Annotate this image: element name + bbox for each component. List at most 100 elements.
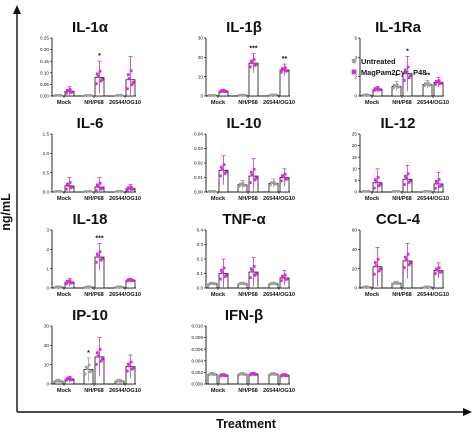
data-point — [407, 76, 411, 79]
y-tick-label: 1 — [46, 266, 49, 271]
significance-marker: * — [406, 48, 409, 55]
data-point — [84, 365, 88, 369]
data-point — [241, 181, 245, 185]
panel-title: IL-10 — [226, 115, 261, 132]
y-tick-label: 0.25 — [40, 36, 49, 41]
x-category-label: Mock — [365, 292, 380, 298]
data-point — [406, 252, 410, 256]
data-point — [283, 273, 287, 277]
y-tick-label: 0.00 — [40, 94, 49, 99]
data-point — [374, 264, 378, 268]
significance-marker: * — [98, 53, 101, 60]
data-point — [249, 372, 253, 376]
y-tick-label: 2 — [46, 247, 49, 252]
data-point — [87, 363, 91, 367]
data-point — [127, 77, 131, 80]
data-point — [433, 82, 437, 86]
data-point — [373, 261, 377, 264]
data-point — [280, 67, 284, 71]
data-point — [131, 80, 135, 84]
data-point — [374, 180, 378, 184]
x-category-label: NH/P68 — [238, 292, 258, 298]
data-point — [219, 373, 223, 377]
x-category-label: Mock — [211, 196, 226, 202]
panel-il-6: IL-6 0.0 0.5 1.0 1.5 Mock NH/P68 26544/OG10 — [43, 115, 141, 202]
data-point — [115, 379, 119, 383]
data-point — [212, 94, 216, 97]
data-point — [252, 167, 256, 171]
data-point — [434, 179, 438, 183]
data-point — [222, 163, 226, 167]
y-tick-label: 20 — [352, 143, 358, 148]
data-point — [253, 63, 257, 67]
y-tick-label: 0 — [46, 286, 49, 291]
data-point — [280, 373, 284, 377]
data-point — [250, 173, 254, 177]
y-tick-label: 0.02 — [194, 161, 203, 166]
data-point — [126, 278, 130, 282]
data-point — [395, 83, 399, 86]
data-point — [65, 88, 69, 92]
data-point — [402, 266, 406, 270]
y-tick-label: 40 — [352, 247, 358, 252]
y-tick-label: 1.5 — [43, 132, 50, 137]
data-point — [69, 186, 73, 190]
data-point — [249, 170, 253, 174]
y-tick-label: 1.0 — [43, 151, 50, 156]
x-category-label: NH/P68 — [392, 100, 412, 106]
data-point — [377, 184, 381, 188]
data-point — [392, 281, 396, 285]
data-point — [54, 190, 58, 193]
data-point — [130, 187, 134, 191]
data-point — [88, 94, 92, 97]
panel-tnf: TNF-α 0.0 0.1 0.2 0.3 0.4 Mock NH/P68 26544/OG10 — [197, 211, 295, 298]
x-category-label: Mock — [57, 388, 72, 394]
legend-untreated-label: Untreated — [361, 57, 396, 66]
y-tick-label: 0.000 — [192, 382, 204, 387]
data-point — [268, 183, 272, 187]
x-category-label: NH/P68 — [238, 388, 258, 394]
y-axis-label: ng/mL — [0, 193, 13, 231]
data-point — [68, 181, 72, 184]
panel-title: IL-1β — [226, 19, 262, 36]
data-point — [435, 181, 439, 185]
data-point — [115, 94, 119, 97]
data-point — [422, 84, 426, 88]
data-point — [64, 282, 68, 286]
data-point — [94, 82, 98, 86]
data-point — [396, 190, 400, 193]
data-point — [220, 168, 224, 171]
data-point — [126, 73, 130, 77]
data-point — [212, 373, 216, 376]
x-category-label: Mock — [365, 100, 380, 106]
data-point — [95, 183, 99, 187]
data-point — [252, 265, 256, 268]
data-point — [99, 79, 103, 83]
data-point — [437, 79, 441, 83]
y-tick-label: 0 — [354, 94, 357, 99]
data-point — [284, 374, 288, 378]
data-point — [438, 185, 442, 188]
y-tick-label: 0.20 — [40, 47, 49, 52]
panel-title: TNF-α — [222, 211, 266, 228]
data-point — [98, 348, 102, 351]
data-point — [88, 190, 92, 193]
x-category-label: NH/P68 — [238, 196, 258, 202]
data-point — [100, 257, 104, 260]
data-point — [237, 185, 241, 188]
data-point — [115, 190, 119, 193]
data-point — [100, 77, 104, 81]
data-point — [391, 86, 395, 90]
x-category-label: Mock — [57, 100, 72, 106]
x-category-label: 26544/OG10 — [109, 388, 141, 394]
data-point — [94, 260, 98, 264]
data-point — [58, 285, 62, 289]
data-point — [127, 364, 131, 368]
data-point — [223, 374, 227, 378]
data-point — [100, 357, 104, 361]
x-axis-label: Treatment — [216, 417, 277, 431]
data-point — [130, 367, 134, 371]
x-category-label: Mock — [365, 196, 380, 202]
y-tick-label: 0.4 — [197, 228, 204, 233]
